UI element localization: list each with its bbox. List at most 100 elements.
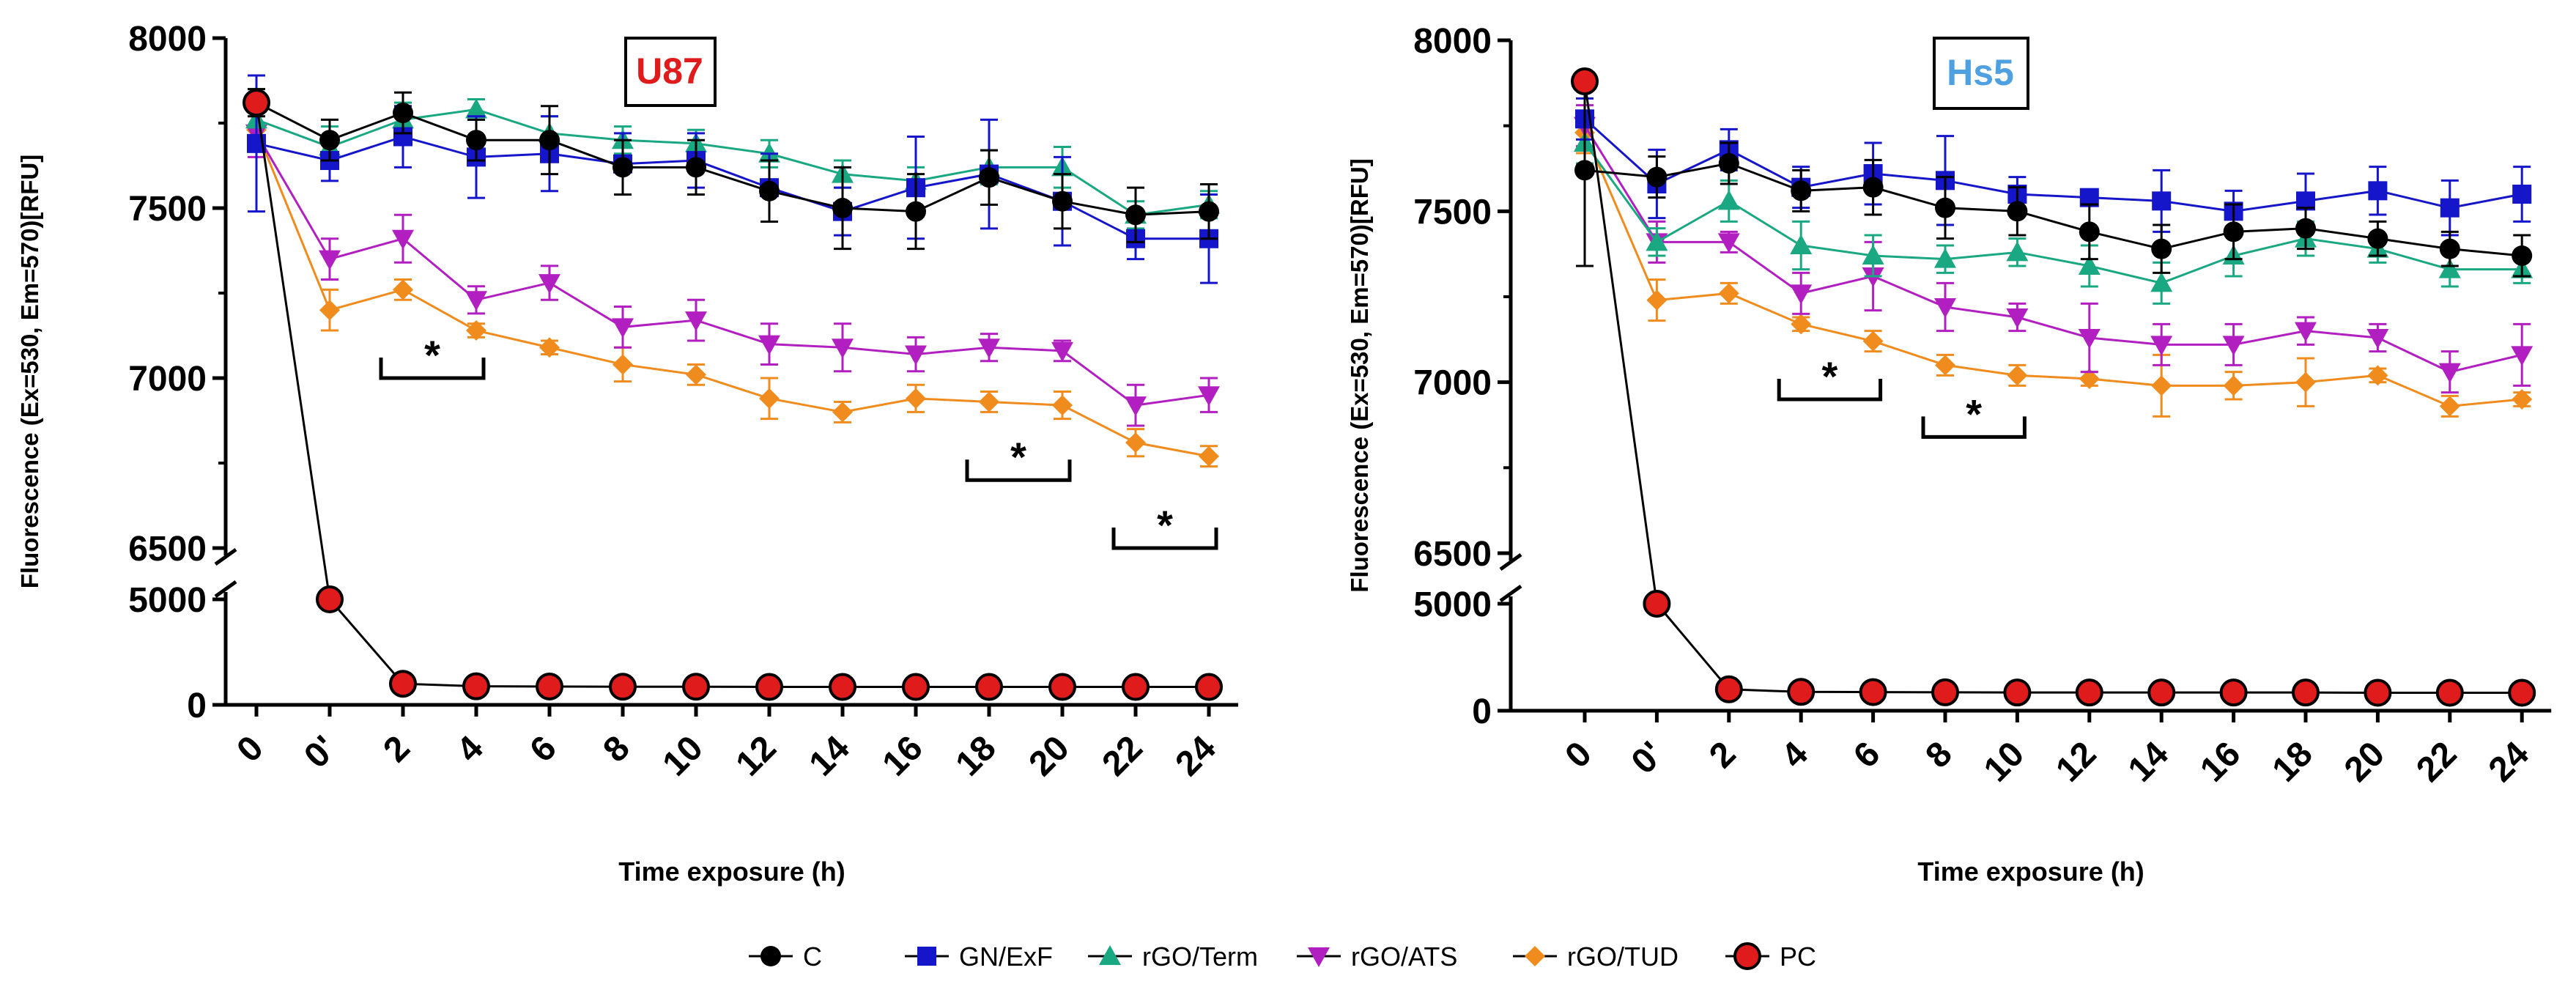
axis-break-mark bbox=[1499, 584, 1522, 603]
data-point bbox=[2367, 228, 2388, 249]
data-point bbox=[1718, 153, 1739, 174]
x-tick-label: 12 bbox=[2048, 734, 2103, 789]
data-point bbox=[1125, 204, 1146, 226]
data-point bbox=[2295, 371, 2316, 393]
axis-break-mark bbox=[214, 547, 237, 566]
series-line bbox=[1584, 162, 2523, 257]
series-rgo-term bbox=[1574, 121, 2534, 305]
series-c bbox=[246, 88, 1219, 251]
data-point bbox=[2366, 329, 2389, 349]
data-point bbox=[2439, 396, 2460, 417]
data-point bbox=[832, 402, 853, 423]
panel-title-box bbox=[624, 37, 717, 107]
data-point bbox=[2222, 336, 2245, 356]
series-line bbox=[1583, 125, 2523, 374]
data-point bbox=[2364, 678, 2392, 707]
data-point bbox=[829, 673, 856, 701]
legend-marker bbox=[1099, 945, 1121, 965]
y-tick-label: 0 bbox=[1472, 692, 1492, 731]
data-point bbox=[1862, 177, 1884, 198]
data-point bbox=[2368, 181, 2388, 201]
series-pc bbox=[243, 89, 1223, 701]
data-point bbox=[538, 274, 560, 295]
x-tick-label: 8 bbox=[1918, 734, 1959, 775]
y-tick-label: 6500 bbox=[128, 530, 207, 569]
data-point bbox=[2511, 346, 2534, 366]
data-point bbox=[2512, 389, 2533, 410]
data-point bbox=[759, 388, 780, 409]
x-tick-label: 4 bbox=[449, 728, 491, 770]
data-point bbox=[393, 103, 413, 124]
x-tick-label: 24 bbox=[1169, 728, 1224, 783]
series-line bbox=[1583, 118, 2523, 212]
legend-item-pc: PC bbox=[1725, 942, 1816, 972]
x-axis-title: Time exposure (h) bbox=[618, 857, 845, 887]
data-point bbox=[392, 229, 414, 250]
data-point bbox=[1646, 166, 1668, 188]
data-point bbox=[612, 318, 634, 339]
data-point bbox=[759, 180, 780, 201]
data-point bbox=[1199, 445, 1219, 467]
data-point bbox=[2435, 678, 2464, 707]
data-point bbox=[319, 130, 340, 151]
legend-label: PC bbox=[1780, 942, 1816, 972]
data-point bbox=[393, 279, 413, 300]
data-point bbox=[979, 391, 999, 413]
data-point bbox=[1198, 386, 1220, 407]
series-gn-exf bbox=[1575, 97, 2532, 237]
series-line bbox=[255, 129, 1210, 458]
y-tick-label: 6500 bbox=[1413, 535, 1492, 574]
data-point bbox=[755, 673, 783, 701]
data-point bbox=[1125, 396, 1147, 417]
data-point bbox=[1052, 395, 1073, 416]
x-tick-label: 10 bbox=[1977, 734, 2032, 789]
significance-bracket: * bbox=[1921, 391, 2027, 439]
data-point bbox=[2295, 218, 2316, 239]
y-tick-label: 7500 bbox=[128, 190, 207, 229]
bracket-line bbox=[1111, 528, 1218, 550]
data-point bbox=[2219, 678, 2248, 707]
data-point bbox=[906, 388, 926, 409]
significance-bracket: * bbox=[379, 332, 486, 380]
x-tick-label: 24 bbox=[2481, 734, 2536, 789]
data-point bbox=[1122, 673, 1150, 701]
data-point bbox=[2150, 272, 2173, 292]
data-point bbox=[1051, 341, 1073, 362]
data-point bbox=[2006, 241, 2029, 262]
data-point bbox=[2151, 238, 2172, 259]
data-point bbox=[1714, 675, 1743, 703]
x-tick-label: 0 bbox=[229, 728, 270, 769]
data-point bbox=[465, 98, 487, 119]
data-point bbox=[2007, 365, 2028, 386]
data-point bbox=[978, 339, 1000, 359]
data-point bbox=[1195, 673, 1223, 701]
legend-marker bbox=[1733, 942, 1761, 970]
data-point bbox=[1935, 355, 1955, 376]
data-point bbox=[2508, 678, 2536, 707]
data-point bbox=[536, 672, 563, 700]
x-tick-label: 14 bbox=[802, 728, 857, 783]
legend-marker bbox=[1308, 947, 1330, 967]
data-point bbox=[1790, 234, 1813, 254]
data-point bbox=[1574, 160, 1595, 181]
panel-title: U87 bbox=[636, 51, 703, 92]
significance-star: * bbox=[424, 332, 440, 378]
y-axis-title: Fluorescence (Ex=530, Em=570)[RFU] bbox=[1346, 158, 1373, 592]
x-tick-label: 16 bbox=[876, 728, 930, 783]
data-point bbox=[1791, 314, 1812, 335]
data-point bbox=[1199, 201, 1219, 222]
data-point bbox=[902, 673, 930, 701]
data-point bbox=[465, 291, 487, 311]
data-point bbox=[1934, 298, 1956, 318]
legend-marker bbox=[1525, 946, 1545, 966]
series-c bbox=[1574, 73, 2533, 278]
data-point bbox=[2003, 678, 2032, 707]
data-point bbox=[2079, 369, 2100, 389]
x-tick-label: 0' bbox=[297, 728, 344, 775]
legend-label: rGO/TUD bbox=[1567, 942, 1679, 972]
x-tick-label: 16 bbox=[2193, 734, 2248, 789]
panel-title: Hs5 bbox=[1947, 52, 2014, 93]
bracket-line bbox=[1777, 379, 1883, 402]
